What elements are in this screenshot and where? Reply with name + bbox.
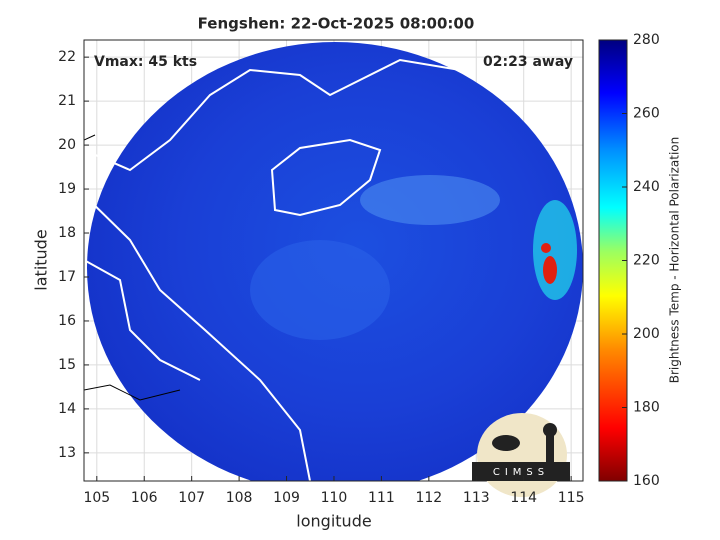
x-tick-label: 111: [368, 490, 395, 506]
x-axis-label: longitude: [296, 512, 371, 531]
annotation: Vmax: 45 kts: [94, 54, 197, 70]
y-tick-label: 15: [58, 357, 76, 373]
coastline: [84, 58, 461, 172]
logo-tower: [546, 432, 554, 462]
x-tick-label: 110: [321, 490, 348, 506]
x-tick-label: 112: [415, 490, 442, 506]
logo-tower: [543, 423, 557, 437]
annotation: 02:23 away: [483, 54, 573, 70]
x-tick-label: 109: [273, 490, 300, 506]
cloud-core: [543, 256, 557, 284]
y-tick-label: 18: [58, 225, 76, 241]
x-tick-label: 114: [510, 490, 537, 506]
colorbar-tick-label: 220: [633, 253, 660, 269]
coastline: [84, 194, 311, 481]
colorbar-tick-label: 260: [633, 106, 660, 122]
colorbar-tick-label: 180: [633, 400, 660, 416]
x-tick-label: 108: [226, 490, 253, 506]
y-axis-label: latitude: [32, 229, 51, 290]
logo-dish: [492, 435, 520, 451]
colorbar-label: Brightness Temp - Horizontal Polarizatio…: [668, 137, 682, 384]
y-tick-label: 16: [58, 313, 76, 329]
x-tick-label: 107: [178, 490, 205, 506]
y-tick-label: 19: [58, 181, 76, 197]
x-tick-label: 105: [83, 490, 110, 506]
y-tick-label: 13: [58, 445, 76, 461]
cloud: [250, 240, 390, 340]
x-tick-label: 115: [558, 490, 585, 506]
colorbar-tick-label: 160: [633, 473, 660, 489]
coastline: [84, 134, 181, 401]
cloud: [533, 200, 577, 300]
colorbar-tick-label: 240: [633, 179, 660, 195]
x-tick-label: 113: [463, 490, 490, 506]
chart-title: Fengshen: 22-Oct-2025 08:00:00: [198, 15, 475, 33]
logo-bar: [472, 462, 570, 481]
colorbar-tick-label: 200: [633, 326, 660, 342]
logo: CIMSS: [472, 413, 570, 497]
logo-text: CIMSS: [493, 467, 549, 478]
y-tick-label: 14: [58, 401, 76, 417]
y-tick-label: 17: [58, 269, 76, 285]
cloud-core: [541, 243, 551, 253]
y-tick-label: 21: [58, 93, 76, 109]
y-tick-label: 20: [58, 137, 76, 153]
x-tick-label: 106: [131, 490, 158, 506]
satellite-image: [84, 42, 583, 481]
coastline: [270, 138, 382, 217]
y-tick-label: 22: [58, 49, 76, 65]
cloud: [360, 175, 500, 225]
colorbar-tick-label: 280: [633, 32, 660, 48]
border: [84, 259, 201, 381]
